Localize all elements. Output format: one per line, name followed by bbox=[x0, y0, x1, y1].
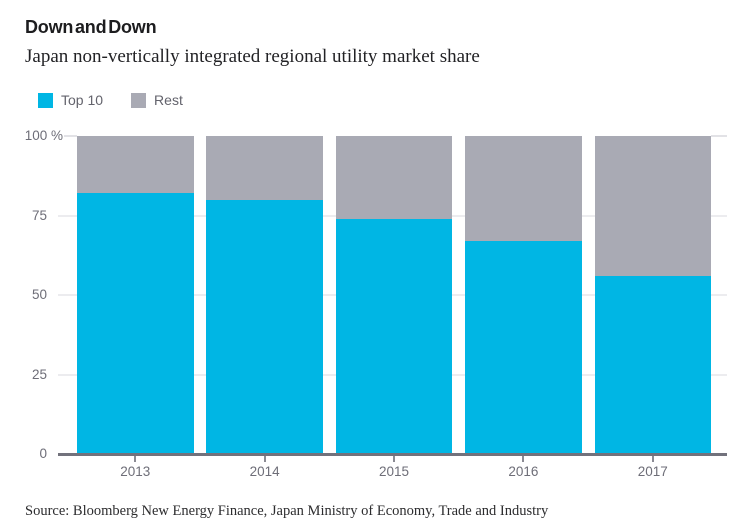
chart-legend: Top 10 Rest bbox=[38, 92, 211, 108]
x-axis-tick-2015 bbox=[393, 455, 395, 462]
x-axis-tick-2013 bbox=[134, 455, 137, 462]
x-axis-label-2017: 2017 bbox=[637, 464, 668, 479]
legend-label-rest: Rest bbox=[154, 92, 183, 108]
y-axis-tick-label: 75 bbox=[31, 207, 47, 223]
legend-item-rest: Rest bbox=[131, 92, 183, 108]
chart-title: Down and Down bbox=[25, 17, 157, 37]
gridline-100-left bbox=[64, 135, 77, 137]
bar-segment-top10-2017 bbox=[594, 275, 711, 454]
x-axis-label-2015: 2015 bbox=[378, 464, 410, 479]
legend-swatch-top-10 bbox=[38, 92, 53, 108]
y-axis-tick-label: 50 bbox=[31, 287, 47, 302]
legend-swatch-rest bbox=[131, 92, 147, 108]
x-axis-line bbox=[58, 452, 727, 456]
x-axis-tick-2016 bbox=[522, 455, 525, 462]
source-note: Source: Bloomberg New Energy Finance, Ja… bbox=[25, 503, 549, 519]
x-axis-tick-2017 bbox=[651, 455, 654, 462]
bar-segment-rest-2015 bbox=[335, 136, 453, 219]
bar-segment-rest-2013 bbox=[77, 136, 194, 194]
x-axis-label-2016: 2016 bbox=[508, 464, 539, 479]
y-axis-tick-label: 0 bbox=[39, 446, 47, 461]
y-axis-tick-label: 100 % bbox=[24, 128, 63, 143]
legend-label-top-10: Top 10 bbox=[61, 92, 104, 108]
bar-segment-rest-2017 bbox=[594, 136, 711, 276]
legend-item-top-10: Top 10 bbox=[38, 92, 103, 108]
x-axis-label-2013: 2013 bbox=[120, 464, 151, 479]
bar-segment-top10-2013 bbox=[77, 193, 194, 454]
bar-segment-rest-2016 bbox=[465, 136, 582, 241]
chart-subtitle: Japan non-vertically integrated regional… bbox=[25, 46, 480, 67]
bar-segment-top10-2015 bbox=[335, 218, 453, 454]
bar-segment-top10-2014 bbox=[206, 199, 323, 454]
y-axis-tick-label: 25 bbox=[31, 366, 47, 382]
bar-segment-top10-2016 bbox=[465, 240, 582, 454]
gridline-100-right bbox=[711, 135, 727, 137]
x-axis-tick-2014 bbox=[263, 455, 266, 462]
x-axis-label-2014: 2014 bbox=[249, 464, 280, 479]
bar-segment-rest-2014 bbox=[206, 136, 323, 200]
